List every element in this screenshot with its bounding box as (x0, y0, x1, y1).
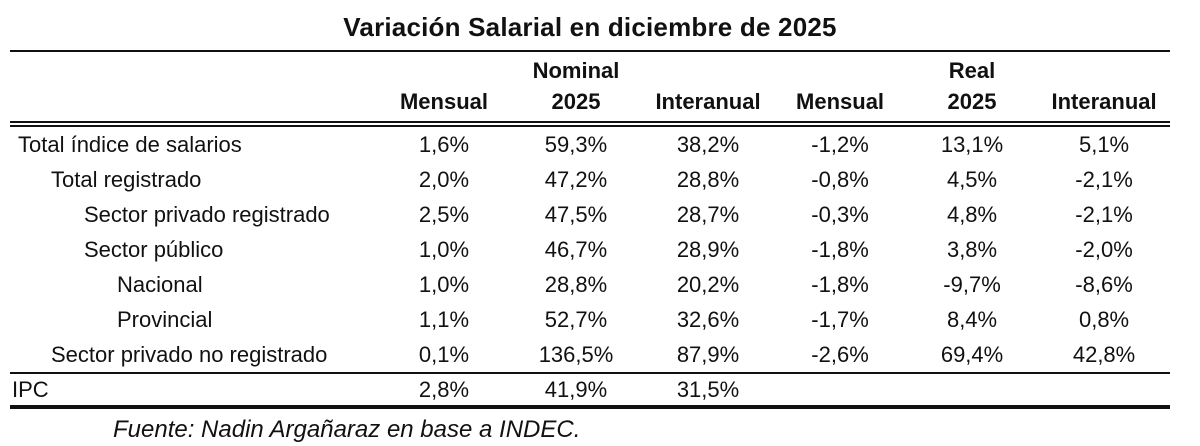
cell-value: -1,7% (811, 306, 869, 332)
cell-value: 8,4% (946, 306, 998, 332)
column-header-real-mensual: Mensual (796, 89, 885, 114)
cell-value: -2,0% (1075, 236, 1133, 262)
salary-variation-table: Nominal Real Mensual 2025 Interanual Men… (10, 50, 1171, 409)
table-row: Total índice de salarios 1,6% 59,3% 38,2% -1… (10, 124, 1170, 162)
cell-value: 13,1% (940, 131, 1004, 157)
cell-value (906, 373, 1038, 407)
cell-value: 47,5% (544, 201, 608, 227)
cell-value: 1,0% (418, 271, 470, 297)
cell-value: 28,9% (676, 236, 740, 262)
column-header-nominal-interanual: Interanual (655, 89, 761, 114)
column-header-real-2025: 2025 (947, 89, 997, 114)
row-label: Sector público (84, 236, 224, 262)
group-header-nominal: Nominal (532, 58, 620, 83)
column-header-real-interanual: Interanual (1051, 89, 1157, 114)
column-header-nominal-mensual: Mensual (399, 89, 489, 114)
group-header-spacer (10, 51, 378, 86)
cell-value: 38,2% (676, 131, 740, 157)
cell-value: 28,8% (676, 166, 740, 192)
cell-value: 1,0% (418, 236, 470, 262)
cell-value: 136,5% (538, 341, 614, 367)
table-row: IPC 2,8% 41,9% 31,5% (10, 373, 1171, 407)
cell-value: 2,0% (418, 166, 470, 192)
table-header: Nominal Real Mensual 2025 Interanual Men… (10, 51, 1171, 124)
cell-value (774, 373, 906, 407)
cell-value: 20,2% (676, 271, 740, 297)
row-label: IPC (12, 376, 49, 402)
cell-value: 0,1% (418, 341, 470, 367)
table-body: Total índice de salarios 1,6% 59,3% 38,2% -1… (10, 124, 1171, 407)
cell-value: -1,8% (811, 271, 869, 297)
cell-value: 59,3% (544, 131, 608, 157)
cell-value: 32,6% (676, 306, 740, 332)
table-row: Nacional 1,0% 28,8% 20,2% -1,8% -9,7% -8,6% (10, 267, 1170, 302)
cell-value: -8,6% (1075, 271, 1133, 297)
table-row: Sector privado no registrado 0,1% 136,5% 87… (10, 337, 1170, 373)
row-label: Sector privado no registrado (51, 341, 328, 367)
row-label: Provincial (117, 306, 213, 332)
cell-value: 0,8% (1078, 306, 1130, 332)
cell-value: -1,8% (811, 236, 869, 262)
cell-value: -1,2% (811, 131, 869, 157)
table-row: Total registrado 2,0% 47,2% 28,8% -0,8% 4,5% -… (10, 162, 1170, 197)
cell-value: -9,7% (943, 271, 1001, 297)
column-header-nominal-2025: 2025 (551, 89, 601, 114)
cell-value: -2,1% (1075, 201, 1133, 227)
cell-value: 5,1% (1078, 131, 1130, 157)
cell-value: 52,7% (544, 306, 608, 332)
cell-value: 46,7% (544, 236, 608, 262)
table-row: Sector privado registrado 2,5% 47,5% 28,7% -… (10, 197, 1170, 232)
table-row: Provincial 1,1% 52,7% 32,6% -1,7% 8,4% 0,8% (10, 302, 1170, 337)
cell-value: 1,6% (418, 131, 470, 157)
cell-value: 41,9% (544, 376, 608, 402)
cell-value: 4,5% (946, 166, 998, 192)
cell-value: 31,5% (676, 376, 740, 402)
row-label: Nacional (117, 271, 203, 297)
cell-value (1038, 373, 1170, 407)
cell-value: -2,1% (1075, 166, 1133, 192)
cell-value: 69,4% (940, 341, 1004, 367)
cell-value: 47,2% (544, 166, 608, 192)
cell-value: -2,6% (811, 341, 869, 367)
group-header-row: Nominal Real (10, 51, 1170, 86)
source-note: Fuente: Nadin Argañaraz en base a INDEC. (113, 416, 581, 443)
cell-value: 2,5% (418, 201, 470, 227)
cell-value: 3,8% (946, 236, 998, 262)
cell-value: 2,8% (418, 376, 470, 402)
row-label: Total índice de salarios (18, 131, 242, 157)
group-header-real: Real (948, 58, 996, 83)
row-label: Total registrado (51, 166, 202, 192)
cell-value: 28,8% (544, 271, 608, 297)
cell-value: -0,3% (811, 201, 869, 227)
cell-value: 87,9% (676, 341, 740, 367)
table-row: Sector público 1,0% 46,7% 28,9% -1,8% 3,8% -2,… (10, 232, 1170, 267)
row-label: Sector privado registrado (84, 201, 330, 227)
column-header-row: Mensual 2025 Interanual Mensual 2025 Int… (10, 86, 1170, 124)
cell-value: 42,8% (1072, 341, 1136, 367)
column-header-spacer (10, 86, 378, 124)
table-title: Variación Salarial en diciembre de 2025 (343, 12, 837, 42)
cell-value: 4,8% (946, 201, 998, 227)
cell-value: 28,7% (676, 201, 740, 227)
cell-value: -0,8% (811, 166, 869, 192)
cell-value: 1,1% (418, 306, 470, 332)
